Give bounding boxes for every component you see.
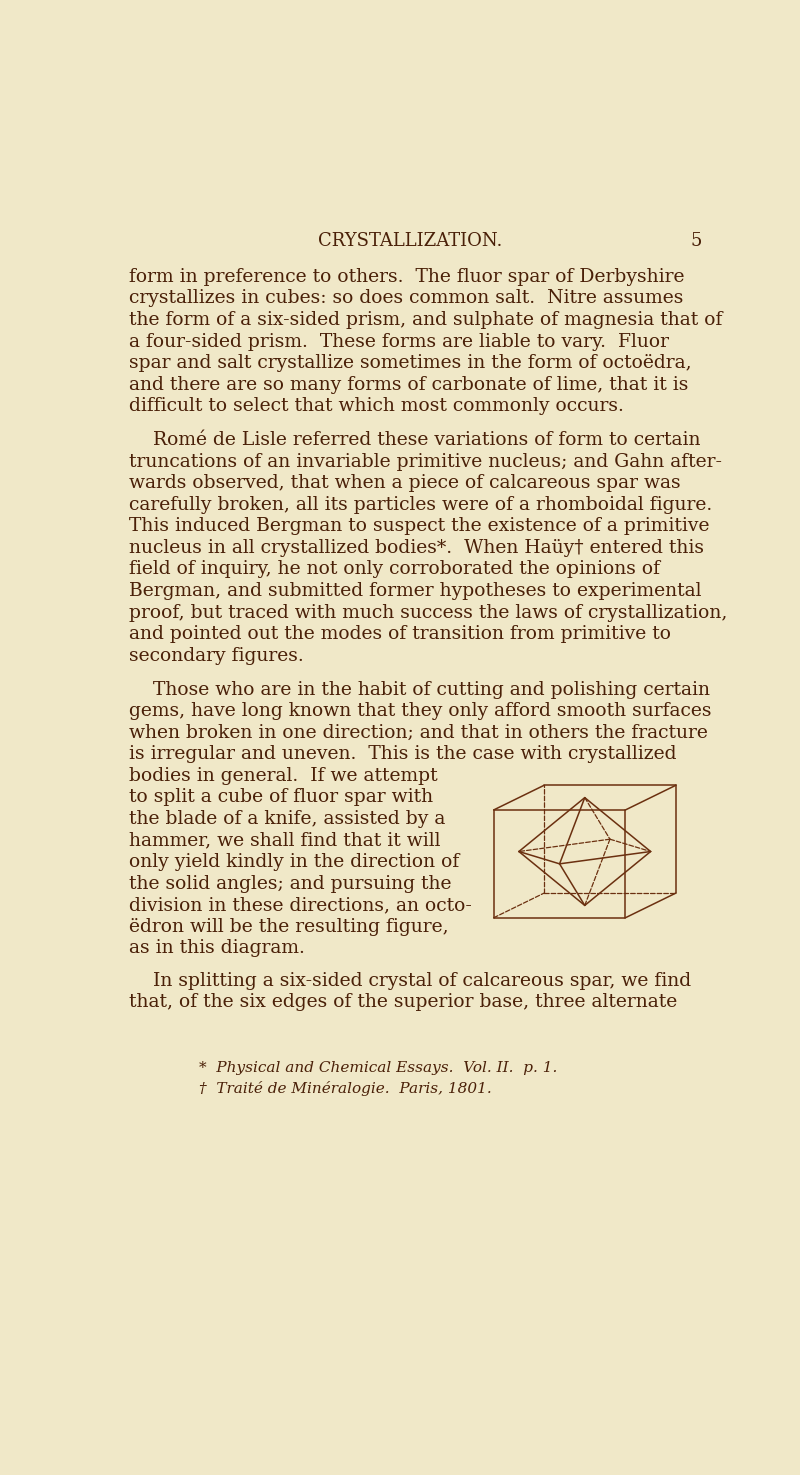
Text: a four-sided prism.  These forms are liable to vary.  Fluor: a four-sided prism. These forms are liab… bbox=[130, 332, 670, 351]
Text: ëdron will be the resulting figure,: ëdron will be the resulting figure, bbox=[130, 917, 449, 935]
Text: as in this diagram.: as in this diagram. bbox=[130, 940, 306, 957]
Text: and pointed out the modes of transition from primitive to: and pointed out the modes of transition … bbox=[130, 625, 671, 643]
Text: CRYSTALLIZATION.: CRYSTALLIZATION. bbox=[318, 233, 502, 251]
Text: truncations of an invariable primitive nucleus; and Gahn after-: truncations of an invariable primitive n… bbox=[130, 453, 722, 471]
Text: secondary figures.: secondary figures. bbox=[130, 646, 304, 665]
Text: the form of a six-sided prism, and sulphate of magnesia that of: the form of a six-sided prism, and sulph… bbox=[130, 311, 723, 329]
Text: is irregular and uneven.  This is the case with crystallized: is irregular and uneven. This is the cas… bbox=[130, 745, 677, 763]
Text: when broken in one direction; and that in others the fracture: when broken in one direction; and that i… bbox=[130, 724, 708, 742]
Text: wards observed, that when a piece of calcareous spar was: wards observed, that when a piece of cal… bbox=[130, 475, 681, 493]
Text: In splitting a six-sided crystal of calcareous spar, we find: In splitting a six-sided crystal of calc… bbox=[130, 972, 691, 990]
Text: 5: 5 bbox=[690, 233, 702, 251]
Text: crystallizes in cubes: so does common salt.  Nitre assumes: crystallizes in cubes: so does common sa… bbox=[130, 289, 684, 307]
Text: and there are so many forms of carbonate of lime, that it is: and there are so many forms of carbonate… bbox=[130, 376, 689, 394]
Text: This induced Bergman to suspect the existence of a primitive: This induced Bergman to suspect the exis… bbox=[130, 518, 710, 535]
Text: Bergman, and submitted former hypotheses to experimental: Bergman, and submitted former hypotheses… bbox=[130, 583, 702, 600]
Text: the blade of a knife, assisted by a: the blade of a knife, assisted by a bbox=[130, 810, 446, 827]
Text: †  Traité de Minéralogie.  Paris, 1801.: † Traité de Minéralogie. Paris, 1801. bbox=[199, 1081, 492, 1096]
Text: nucleus in all crystallized bodies*.  When Haüy† entered this: nucleus in all crystallized bodies*. Whe… bbox=[130, 538, 705, 558]
Text: bodies in general.  If we attempt: bodies in general. If we attempt bbox=[130, 767, 438, 785]
Text: Those who are in the habit of cutting and polishing certain: Those who are in the habit of cutting an… bbox=[130, 680, 710, 699]
Text: hammer, we shall find that it will: hammer, we shall find that it will bbox=[130, 832, 441, 850]
Text: spar and salt crystallize sometimes in the form of octoëdra,: spar and salt crystallize sometimes in t… bbox=[130, 354, 692, 372]
Text: *  Physical and Chemical Essays.  Vol. II.  p. 1.: * Physical and Chemical Essays. Vol. II.… bbox=[199, 1061, 558, 1075]
Text: division in these directions, an octo-: division in these directions, an octo- bbox=[130, 897, 472, 914]
Text: proof, but traced with much success the laws of crystallization,: proof, but traced with much success the … bbox=[130, 603, 728, 621]
Text: difficult to select that which most commonly occurs.: difficult to select that which most comm… bbox=[130, 397, 624, 416]
Text: that, of the six edges of the superior base, three alternate: that, of the six edges of the superior b… bbox=[130, 993, 678, 1012]
Text: carefully broken, all its particles were of a rhomboidal figure.: carefully broken, all its particles were… bbox=[130, 496, 713, 513]
Text: form in preference to others.  The fluor spar of Derbyshire: form in preference to others. The fluor … bbox=[130, 268, 685, 286]
Text: only yield kindly in the direction of: only yield kindly in the direction of bbox=[130, 853, 460, 872]
Text: field of inquiry, he not only corroborated the opinions of: field of inquiry, he not only corroborat… bbox=[130, 560, 661, 578]
Text: Romé de Lisle referred these variations of form to certain: Romé de Lisle referred these variations … bbox=[130, 431, 701, 448]
Text: gems, have long known that they only afford smooth surfaces: gems, have long known that they only aff… bbox=[130, 702, 712, 720]
Text: to split a cube of fluor spar with: to split a cube of fluor spar with bbox=[130, 788, 434, 807]
Text: the solid angles; and pursuing the: the solid angles; and pursuing the bbox=[130, 875, 452, 892]
